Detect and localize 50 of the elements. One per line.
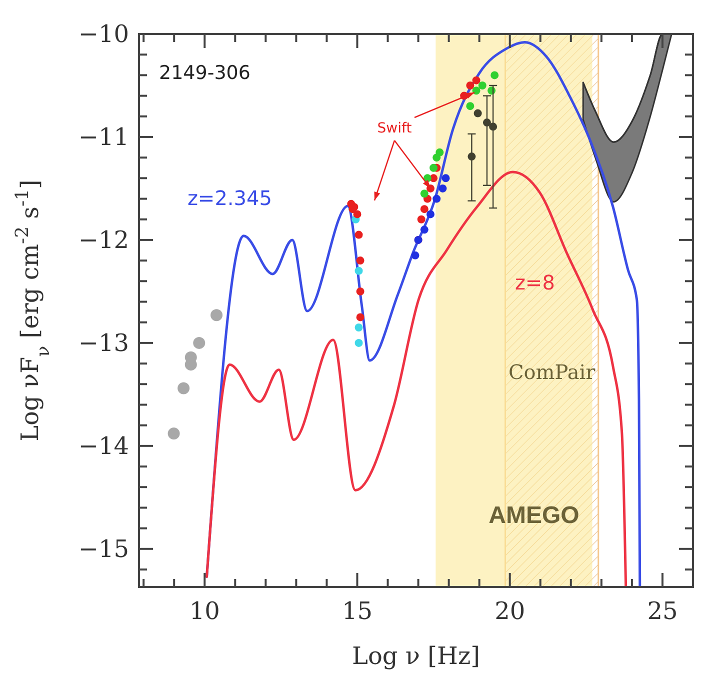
point <box>432 194 441 203</box>
point <box>193 336 206 349</box>
point <box>210 309 223 322</box>
point <box>354 266 363 275</box>
point <box>474 109 482 118</box>
y-tick-label: −10 <box>78 20 129 48</box>
point <box>489 122 498 131</box>
point <box>472 76 480 84</box>
text: 2149-306 <box>159 62 250 84</box>
point <box>354 338 363 347</box>
band-label: AMEGO <box>488 502 580 530</box>
x-tick-label: 20 <box>494 597 526 625</box>
y-tick-label: −13 <box>78 328 129 357</box>
point <box>490 71 499 80</box>
point <box>411 251 420 260</box>
point <box>168 428 180 440</box>
point <box>356 313 364 322</box>
annotation: Swift <box>377 120 412 136</box>
point <box>466 102 474 110</box>
point <box>353 210 362 218</box>
point <box>356 256 364 265</box>
point <box>478 81 486 90</box>
y-tick-label: −14 <box>78 432 129 460</box>
x-axis-title: Log ν [Hz] <box>352 642 480 670</box>
point <box>420 205 428 214</box>
y-tick-label: −15 <box>78 534 129 563</box>
point <box>442 174 450 182</box>
series-label: z=2.345 <box>187 186 272 210</box>
x-tick-label: 15 <box>342 597 373 625</box>
x-tick-label: 10 <box>189 597 220 625</box>
point <box>178 382 190 394</box>
series-label: z=8 <box>514 270 555 294</box>
point <box>436 148 444 156</box>
point <box>417 215 426 224</box>
point <box>426 210 434 218</box>
x-tick-label: 25 <box>647 597 678 625</box>
point <box>438 184 447 192</box>
point <box>468 152 476 161</box>
point <box>420 190 428 198</box>
point <box>354 323 363 332</box>
point <box>466 81 474 90</box>
point <box>354 230 363 239</box>
point <box>356 287 364 296</box>
point <box>472 86 480 95</box>
point <box>482 118 491 127</box>
y-tick-label: −11 <box>78 122 129 151</box>
point <box>430 164 438 172</box>
point <box>420 226 428 234</box>
band-label: ComPair <box>508 360 596 384</box>
y-tick-label: −12 <box>78 226 129 254</box>
